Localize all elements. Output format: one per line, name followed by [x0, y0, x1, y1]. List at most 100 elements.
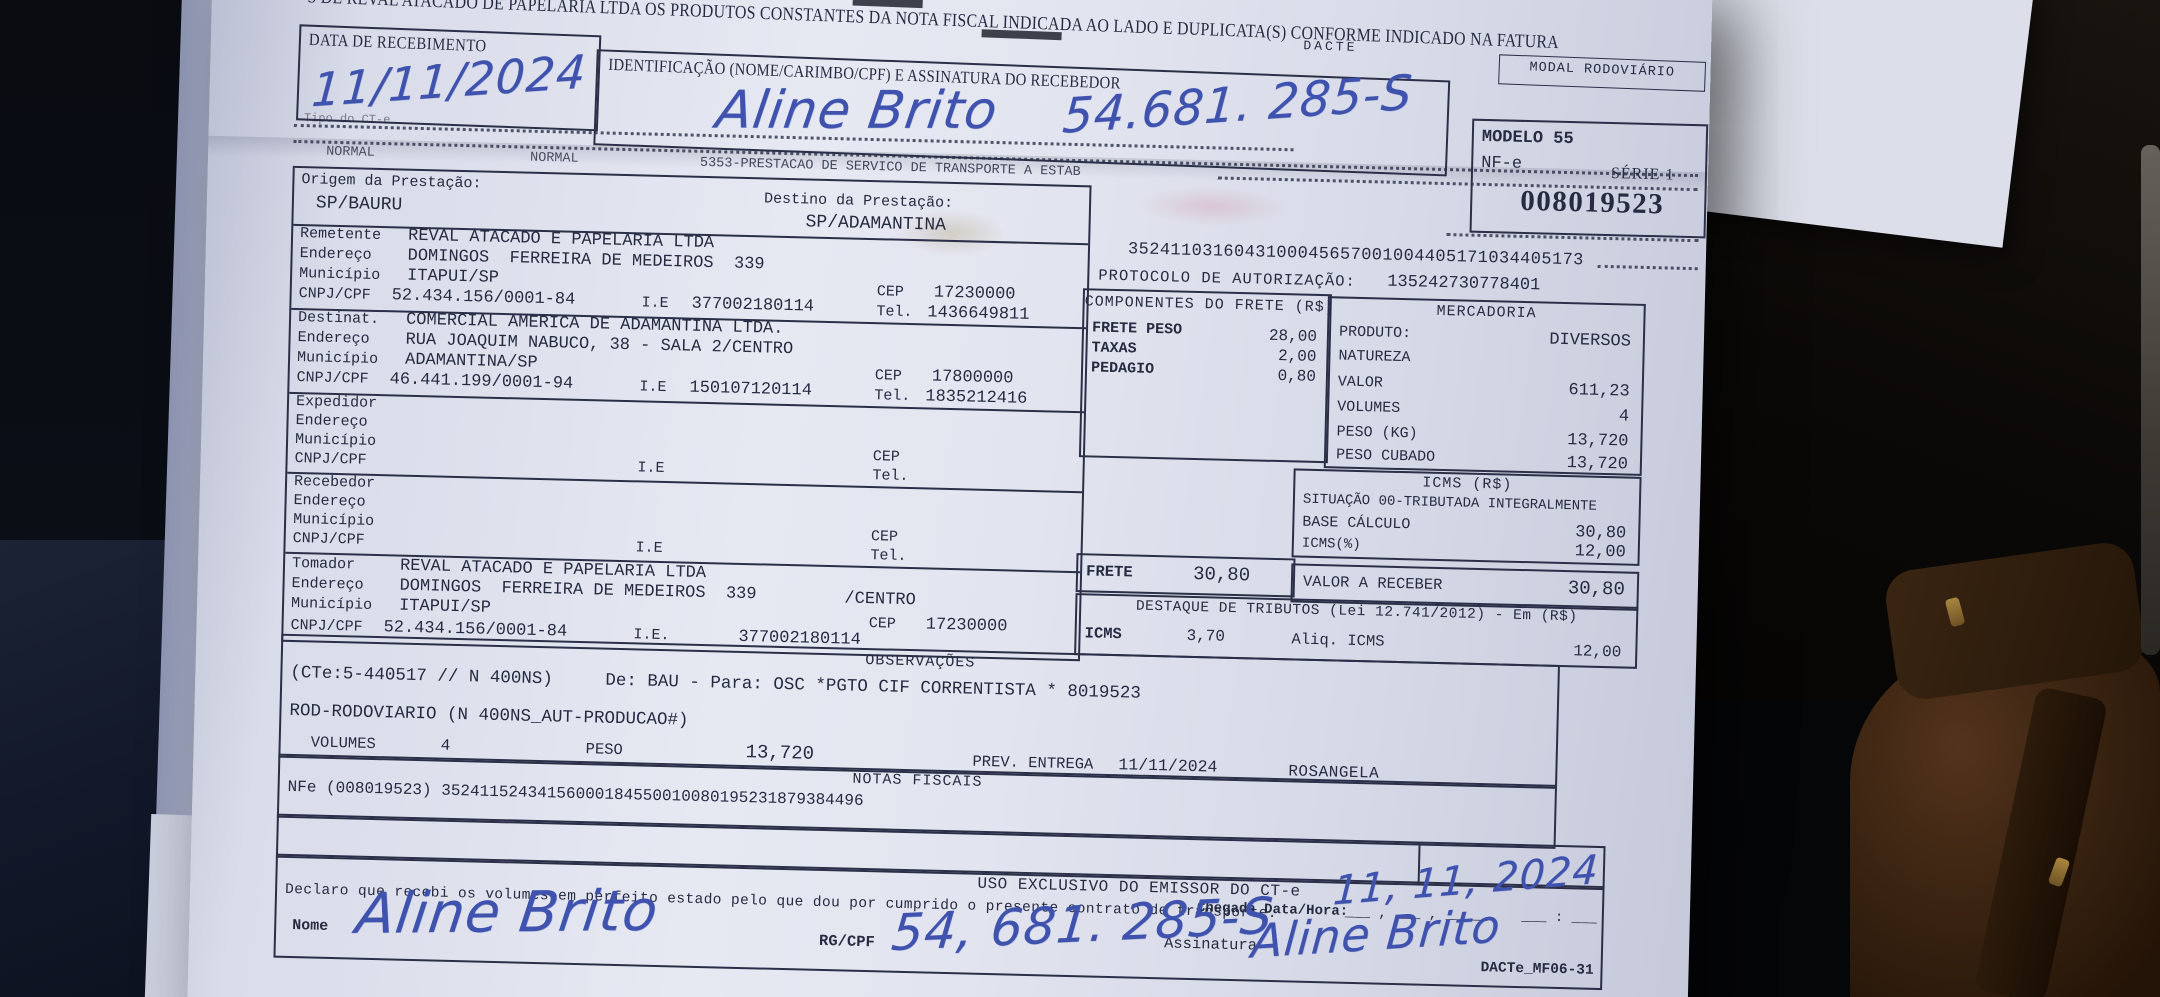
date-received-handwritten: 11/11/2024	[309, 44, 589, 118]
tipo-value-2: NORMAL	[529, 150, 579, 167]
party-role: Recebedor	[293, 472, 376, 492]
freight-row-label: FRETE PESO	[1091, 319, 1183, 339]
freight-components-title: COMPONENTES DO FRETE (R$)	[1084, 293, 1335, 317]
ie-value: 377002180114	[691, 294, 815, 317]
access-key: 3524110316043100045657001004405171034405…	[1127, 240, 1584, 271]
serie-label: SÉRIE 1	[1610, 165, 1675, 184]
cep-label: CEP	[870, 528, 899, 546]
value-amount: 611,23	[1568, 381, 1630, 402]
address-label: Endereço	[297, 329, 370, 348]
nature-label: NATUREZA	[1338, 347, 1411, 367]
cnpj-value: 46.441.199/0001-94	[389, 370, 574, 394]
cnpj-label: CNPJ/CPF	[294, 449, 367, 469]
icms-base-value: 30,80	[1574, 523, 1627, 544]
form-code: DACTe_MF06-31	[1480, 960, 1594, 979]
party-role: Destinat.	[297, 309, 380, 328]
origin-value: SP/BAURU	[315, 193, 403, 216]
tax-rate-label: Aliq. ICMS	[1291, 630, 1385, 651]
freight-components-box: COMPONENTES DO FRETE (R$) FRETE PESO 28,…	[1078, 288, 1335, 464]
tax-icms-label: ICMS	[1084, 624, 1123, 644]
cubed-weight-label: PESO CUBADO	[1335, 446, 1436, 466]
cubed-weight-value: 13,720	[1566, 454, 1629, 475]
obs-weight-label: PESO	[585, 740, 624, 760]
city-label: Município	[296, 349, 379, 368]
ie-label: I.E	[635, 539, 663, 557]
paper-stain	[1136, 184, 1288, 229]
cnpj-label: CNPJ/CPF	[296, 369, 369, 388]
tipo-value-1: NORMAL	[325, 144, 375, 161]
address-label: Endereço	[299, 245, 372, 264]
window-light-sliver	[2141, 145, 2160, 655]
tax-icms-value: 3,70	[1186, 626, 1226, 646]
merchandise-box: MERCADORIA PRODUTO: DIVERSOS NATUREZA VA…	[1323, 296, 1646, 476]
address-label: Endereço	[293, 491, 366, 511]
address-label: Endereço	[295, 411, 368, 431]
volumes-value: 4	[1618, 407, 1630, 427]
cep-label: CEP	[876, 283, 905, 301]
modelo-label: MODELO 55	[1481, 127, 1574, 150]
amount-due-value: 30,80	[1567, 577, 1626, 601]
modal-box: MODAL RODOVIÁRIO	[1498, 54, 1707, 92]
dacte-paper: S DE REVAL ATACADO DE PAPELARIA LTDA OS …	[187, 0, 1713, 997]
destination-value: SP/ADAMANTINA	[805, 212, 947, 236]
freight-row-label: TAXAS	[1091, 339, 1137, 358]
receiver-name-handwritten: Aline Brito	[712, 80, 1002, 142]
ie-value: 150107120114	[689, 378, 813, 401]
cep-label: CEP	[872, 448, 901, 466]
party-role: Expedidor	[295, 392, 378, 412]
dacte-label: DACTE	[1303, 38, 1358, 56]
address-label: Endereço	[291, 574, 364, 594]
address-suffix: /CENTRO	[844, 589, 917, 611]
freight-row-value: 2,00	[1277, 346, 1317, 366]
freight-total-box: FRETE 30,80	[1075, 553, 1296, 598]
icms-rate-value: 12,00	[1574, 542, 1626, 563]
ie-label: I.E	[639, 378, 667, 397]
obs-volumes-value: 4	[440, 736, 451, 755]
authorization-protocol-label: PROTOCOLO DE AUTORIZAÇÃO:	[1098, 266, 1357, 291]
signature-handwritten: Aline Brito	[1249, 898, 1503, 969]
obs-weight-value: 13,720	[745, 741, 815, 765]
tel-value: 1436649811	[927, 303, 1030, 325]
destination-label: Destino da Prestação:	[763, 190, 954, 212]
cte-number-box: MODELO 55 NF-e SÉRIE 1 008019523	[1469, 118, 1709, 239]
product-label: PRODUTO:	[1338, 323, 1412, 343]
cep-value: 17230000	[925, 615, 1008, 637]
observation-line-2: ROD-RODOVIARIO (N 400NS_AUT-PRODUCAO#)	[289, 700, 689, 731]
merchandise-title: MERCADORIA	[1436, 302, 1537, 323]
city-value: ITAPUI/SP	[406, 266, 500, 288]
issuer-use-box: USO EXCLUSIVO DO EMISSOR DO CT-e Declaro…	[273, 847, 1605, 991]
name-handwritten: Aline Brito	[352, 878, 663, 947]
modal-label: MODAL RODOVIÁRIO	[1529, 60, 1676, 81]
volumes-label: VOLUMES	[1337, 398, 1401, 417]
cep-label: CEP	[868, 615, 897, 633]
ie-label: I.E	[637, 459, 665, 478]
icms-situation: SITUAÇÃO 00-TRIBUTADA INTEGRALMENTE	[1302, 491, 1598, 515]
value-label: VALOR	[1337, 373, 1384, 392]
tel-label: Tel.	[876, 303, 913, 322]
ie-label: I.E	[641, 294, 669, 313]
freight-row-value: 0,80	[1277, 366, 1317, 386]
nfe-label: NF-e	[1480, 153, 1523, 174]
city-label: Município	[298, 265, 381, 285]
obs-volumes-label: VOLUMES	[310, 733, 377, 754]
authorization-protocol-value: 135242730778401	[1387, 272, 1541, 296]
perforation-line	[1597, 264, 1698, 271]
tipo-cte-label: Tipo do CT-e	[303, 111, 391, 128]
weight-label: PESO (KG)	[1336, 423, 1418, 443]
cnpj-label: CNPJ/CPF	[298, 285, 371, 304]
city-label: Município	[290, 594, 373, 614]
origin-label: Origem da Prestação:	[301, 171, 482, 193]
cnpj-label: CNPJ/CPF	[292, 529, 365, 549]
tel-value: 1835212416	[925, 387, 1028, 409]
icms-box: ICMS (R$) SITUAÇÃO 00-TRIBUTADA INTEGRAL…	[1291, 468, 1642, 566]
product-value: DIVERSOS	[1549, 330, 1632, 352]
rg-cpf-label: RG/CPF	[818, 931, 876, 952]
weight-value: 13,720	[1567, 431, 1629, 452]
cep-value: 17800000	[931, 367, 1014, 389]
tax-rate-value: 12,00	[1573, 642, 1622, 662]
tel-label: Tel.	[874, 387, 911, 406]
city-label: Município	[294, 430, 377, 450]
icms-base-label: BASE CÁLCULO	[1302, 513, 1411, 534]
icms-rate-label: ICMS(%)	[1301, 535, 1361, 554]
